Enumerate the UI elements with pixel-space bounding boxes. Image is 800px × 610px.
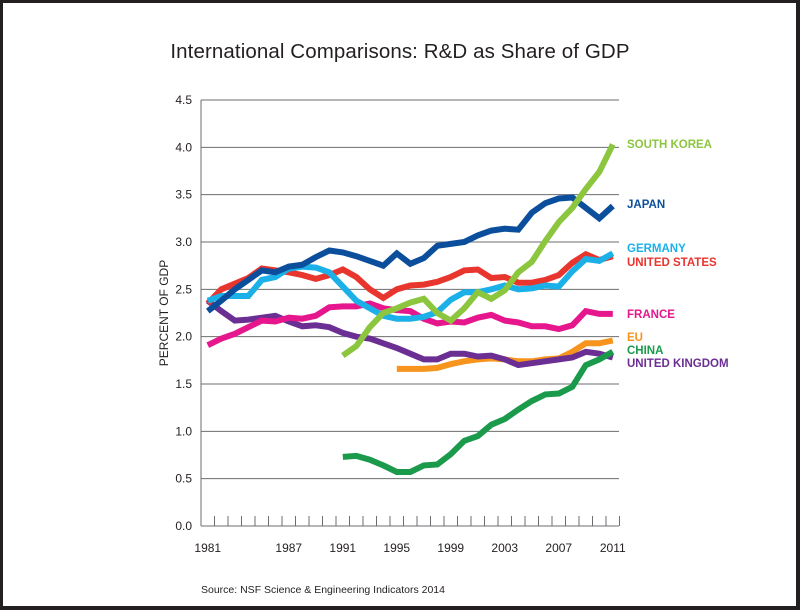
y-tick-label: 1.0 [175, 424, 192, 438]
series-label-japan: JAPAN [627, 199, 665, 211]
series-line-united-kingdom [205, 298, 614, 369]
series-line-france [206, 300, 613, 348]
y-tick-label: 2.0 [175, 330, 192, 344]
y-tick-label: 2.5 [175, 282, 192, 296]
x-tick-label: 1991 [329, 541, 356, 555]
chart-title: International Comparisons: R&D as Share … [170, 40, 630, 63]
gridlines [201, 99, 619, 480]
x-tick-label: 2003 [491, 541, 518, 555]
series-label-eu: EU [627, 332, 643, 344]
x-tick-labels: 1981 1987 1991 1995 1999 2003 2007 2011 [194, 541, 626, 555]
y-tick-label: 3.5 [175, 188, 192, 202]
x-tick-label: 1999 [437, 541, 464, 555]
x-tick-label: 2011 [600, 541, 626, 555]
series-label-united-states: UNITED STATES [627, 257, 717, 269]
series-line-japan [205, 194, 615, 314]
series-line-south-korea [341, 143, 616, 359]
series-label-france: FRANCE [627, 309, 675, 321]
source-note: Source: NSF Science & Engineering Indica… [201, 584, 445, 596]
y-tick-label: 4.5 [175, 93, 192, 107]
series-labels: SOUTH KOREA JAPAN GERMANY UNITED STATES FRAN… [627, 139, 729, 370]
y-tick-label: 4.0 [175, 140, 192, 154]
x-tick-label: 2007 [545, 541, 572, 555]
series-label-china: CHINA [627, 345, 663, 357]
series-lines [205, 143, 616, 475]
y-axis-title: PERCENT OF GDP [157, 260, 171, 366]
y-tick-label: 1.5 [175, 377, 192, 391]
series-line-china [342, 349, 615, 475]
series-label-germany: GERMANY [627, 243, 686, 255]
series-label-south-korea: SOUTH KOREA [627, 139, 712, 151]
x-tick-label: 1995 [383, 541, 410, 555]
y-tick-label: 0.5 [175, 472, 192, 486]
x-tick-label: 1987 [275, 541, 302, 555]
y-tick-label: 3.0 [175, 235, 192, 249]
axes [200, 100, 620, 527]
series-line-germany [206, 250, 615, 322]
x-tick-label: 1981 [194, 541, 221, 555]
y-tick-label: 0.0 [175, 519, 192, 533]
y-tick-labels: 0.0 0.5 1.0 1.5 2.0 2.5 3.0 3.5 4.0 4.5 [175, 93, 192, 533]
series-label-united-kingdom: UNITED KINGDOM [627, 358, 729, 370]
